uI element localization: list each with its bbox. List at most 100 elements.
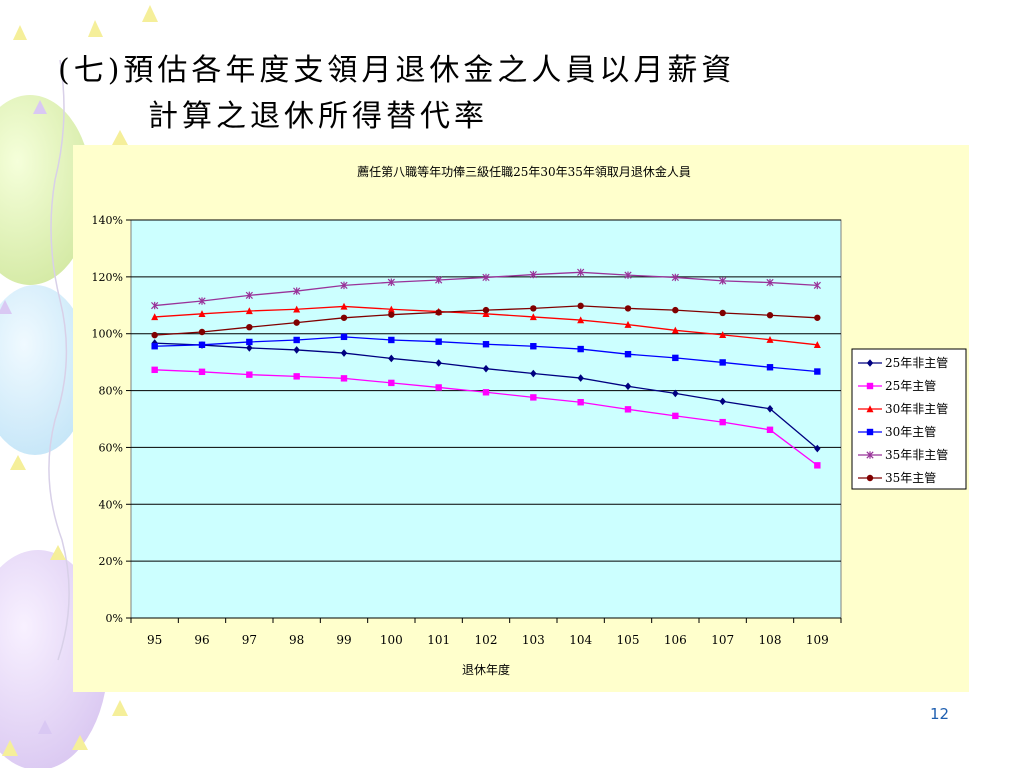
data-point: [672, 354, 679, 362]
data-point: [388, 354, 395, 363]
page-number: 12: [930, 705, 950, 723]
x-tick-label: 104: [569, 633, 592, 647]
x-tick-label: 103: [522, 633, 545, 647]
data-point: [340, 314, 348, 321]
data-point: [577, 399, 584, 406]
data-point: [340, 349, 348, 357]
data-point: [766, 278, 774, 287]
data-point: [719, 397, 726, 406]
chart-title: 薦任第八職等年功俸三級任職25年30年35年領取月退休金人員: [357, 164, 691, 179]
data-point: [529, 313, 537, 321]
data-point: [719, 309, 726, 317]
data-point: [245, 291, 253, 300]
data-point: [577, 268, 585, 277]
x-tick-label: 109: [806, 633, 829, 647]
y-tick-label: 20%: [99, 555, 123, 568]
data-point: [719, 359, 726, 366]
title-line-2: 計算之退休所得替代率: [148, 99, 488, 134]
data-point: [672, 389, 679, 398]
data-point: [482, 310, 490, 318]
data-point: [624, 305, 632, 312]
data-point: [388, 311, 395, 318]
data-point: [151, 366, 158, 374]
data-point: [246, 344, 253, 352]
data-point: [577, 316, 585, 324]
data-point: [388, 336, 395, 344]
data-point: [435, 309, 442, 316]
data-point: [766, 404, 774, 413]
data-point: [529, 270, 537, 279]
data-point: [577, 302, 584, 310]
legend-label: 25年非主管: [885, 355, 948, 370]
chart-panel: 薦任第八職等年功俸三級任職25年30年35年領取月退休金人員 0% 20% 40% 60…: [73, 145, 969, 692]
data-point: [435, 359, 442, 367]
data-point: [151, 331, 158, 339]
x-tick-label: 105: [617, 633, 640, 647]
data-point: [482, 306, 490, 314]
data-point: [198, 341, 206, 349]
data-point: [198, 297, 206, 305]
data-point: [340, 302, 348, 310]
legend-marker: [866, 382, 874, 390]
data-point: [814, 444, 821, 453]
slide-title: (七)預估各年度支領月退休金之人員以月薪資 計算之退休所得替代率: [58, 48, 735, 140]
data-point: [813, 341, 821, 349]
title-line-1: (七)預估各年度支領月退休金之人員以月薪資: [58, 53, 736, 88]
data-point: [766, 426, 774, 434]
data-point: [482, 273, 490, 282]
data-point: [766, 335, 774, 343]
data-point: [672, 412, 679, 420]
data-point: [198, 368, 206, 376]
x-tick-label: 102: [475, 633, 498, 647]
data-point: [387, 305, 395, 313]
x-tick-label: 95: [147, 633, 162, 647]
x-tick-label: 100: [380, 633, 403, 647]
data-point: [624, 320, 632, 328]
data-point: [340, 281, 348, 290]
data-point: [813, 281, 821, 290]
data-point: [435, 338, 442, 345]
data-point: [435, 384, 442, 391]
data-point: [340, 375, 348, 382]
data-point: [387, 278, 395, 286]
data-point: [245, 307, 253, 315]
data-point: [530, 343, 537, 350]
legend-label: 25年主管: [885, 378, 936, 393]
x-tick-label: 96: [194, 633, 209, 647]
legend-label: 35年主管: [885, 470, 936, 485]
data-point: [624, 406, 632, 413]
data-point: [671, 326, 679, 334]
data-point: [246, 338, 253, 346]
y-tick-label: 100%: [92, 328, 123, 341]
y-tick-label: 0%: [106, 612, 123, 625]
data-point: [624, 382, 632, 391]
x-tick-label: 107: [711, 633, 734, 647]
y-tick-label: 60%: [99, 441, 123, 454]
y-tick-label: 80%: [99, 385, 123, 398]
x-tick-label: 97: [242, 633, 257, 647]
data-point: [293, 373, 300, 380]
x-axis-label: 退休年度: [462, 662, 510, 677]
data-point: [388, 379, 395, 387]
data-point: [198, 310, 206, 318]
data-point: [435, 276, 443, 284]
y-tick-label: 40%: [99, 498, 123, 511]
x-tick-label: 106: [664, 633, 687, 647]
data-point: [198, 328, 206, 336]
data-point: [482, 364, 490, 373]
legend-marker: [866, 474, 874, 482]
data-point: [151, 301, 159, 310]
data-point: [672, 306, 679, 314]
x-tick-label: 99: [336, 633, 351, 647]
data-point: [340, 333, 348, 341]
x-tick-label: 108: [759, 633, 782, 647]
legend-marker: [866, 451, 874, 459]
data-point: [293, 319, 300, 326]
x-tick-label: 101: [427, 633, 450, 647]
y-tick-label: 120%: [92, 271, 123, 284]
data-point: [530, 394, 537, 401]
x-tick-label: 98: [289, 633, 304, 647]
y-tick-label: 140%: [92, 214, 123, 227]
legend-label: 35年非主管: [885, 447, 948, 462]
data-point: [530, 305, 537, 312]
